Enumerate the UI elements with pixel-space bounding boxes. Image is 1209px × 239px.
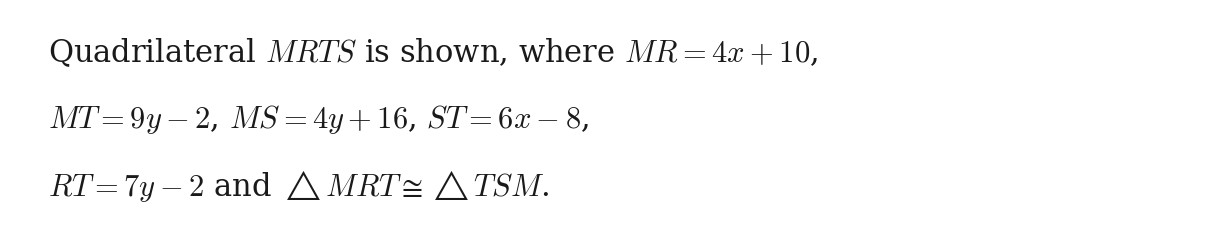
Text: $\mathit{RT}=7y-2$ and $\triangle\mathit{MRT}\cong\triangle\mathit{TSM}$.: $\mathit{RT}=7y-2$ and $\triangle\mathit… [48,168,549,204]
Text: $\mathit{MT}=9y-2$, $\mathit{MS}=4y+16$, $\mathit{ST}=6x-8$,: $\mathit{MT}=9y-2$, $\mathit{MS}=4y+16$,… [48,103,589,136]
Text: Quadrilateral $\mathit{MRTS}$ is shown, where $\mathit{MR}=4x+10$,: Quadrilateral $\mathit{MRTS}$ is shown, … [48,36,818,69]
